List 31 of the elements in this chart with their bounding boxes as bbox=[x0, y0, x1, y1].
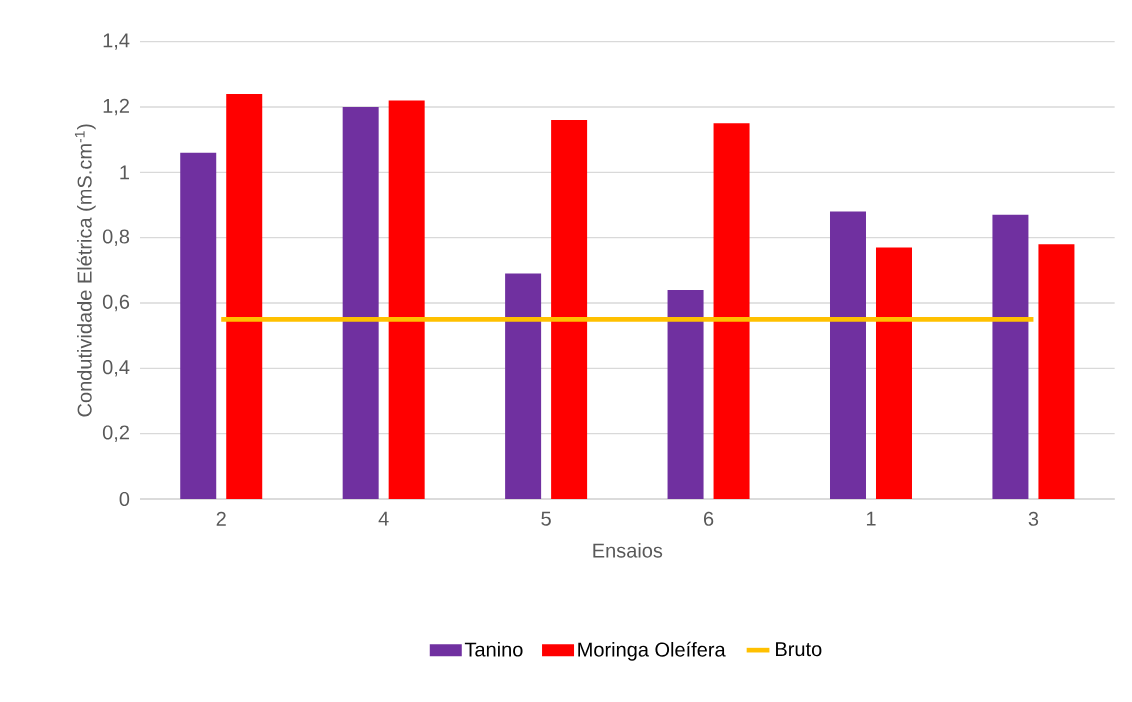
x-tick-label: 4 bbox=[378, 511, 389, 526]
bar bbox=[992, 214, 1029, 499]
y-tick-label: 0 bbox=[119, 491, 130, 507]
y-tick-label: 0,6 bbox=[102, 294, 130, 312]
y-tick-label: 0,8 bbox=[102, 229, 130, 246]
bar bbox=[388, 100, 425, 499]
bar bbox=[1038, 244, 1075, 499]
x-tick-label: 2 bbox=[216, 511, 226, 526]
y-tick-label: 0,4 bbox=[102, 360, 130, 377]
x-tick-label: 5 bbox=[541, 511, 551, 526]
bar bbox=[551, 120, 588, 499]
bar bbox=[342, 106, 379, 499]
legend-label: Moringa Oleífera bbox=[578, 641, 726, 661]
bar bbox=[226, 93, 263, 499]
y-tick-label: 0,2 bbox=[102, 425, 129, 442]
y-tick-label: 1,2 bbox=[103, 98, 129, 116]
bar bbox=[713, 123, 750, 499]
bar bbox=[876, 247, 912, 499]
bar bbox=[667, 289, 704, 499]
bar bbox=[505, 273, 542, 499]
x-tick-label: 1 bbox=[866, 511, 876, 526]
bar bbox=[830, 211, 866, 499]
legend-label: Tanino bbox=[464, 641, 523, 657]
x-axis-title: Ensaios bbox=[593, 543, 663, 558]
legend-label: Bruto bbox=[776, 642, 822, 657]
y-tick-label: 1,4 bbox=[103, 33, 130, 50]
y-axis-title: Condutividade Elétrica (mS.cm$^{-1}$) bbox=[74, 124, 96, 417]
bar bbox=[180, 152, 217, 499]
x-tick-label: 3 bbox=[1028, 511, 1039, 526]
y-tick-label: 1 bbox=[120, 165, 129, 180]
x-tick-label: 6 bbox=[704, 511, 714, 526]
